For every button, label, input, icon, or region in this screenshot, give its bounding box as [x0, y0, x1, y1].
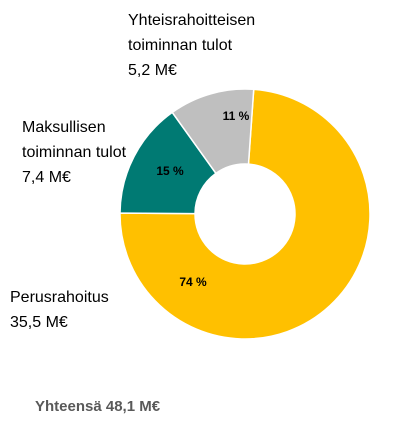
total-note: Yhteensä 48,1 M€: [35, 398, 161, 415]
donut-slice: [119, 111, 217, 215]
donut-slice: [119, 88, 371, 340]
amount-label: 5,2 M€: [128, 62, 177, 79]
value-label: 74 %: [179, 275, 207, 289]
category-label: Perusrahoitus 35,5 M€: [10, 285, 160, 335]
category-name: Maksullisen toiminnan tulot: [22, 119, 127, 161]
amount-label: 7,4 M€: [22, 169, 71, 186]
value-label: 11 %: [223, 109, 250, 123]
category-label: Maksullisen toiminnan tulot 7,4 M€: [22, 115, 157, 190]
value-label: 15 %: [156, 164, 184, 178]
amount-label: 35,5 M€: [10, 314, 68, 331]
donut-slice: [171, 88, 255, 175]
category-name: Perusrahoitus: [10, 289, 109, 306]
category-label: Yhteisrahoitteisen toiminnan tulot 5,2 M€: [128, 8, 298, 83]
category-name: Yhteisrahoitteisen toiminnan tulot: [128, 12, 256, 54]
